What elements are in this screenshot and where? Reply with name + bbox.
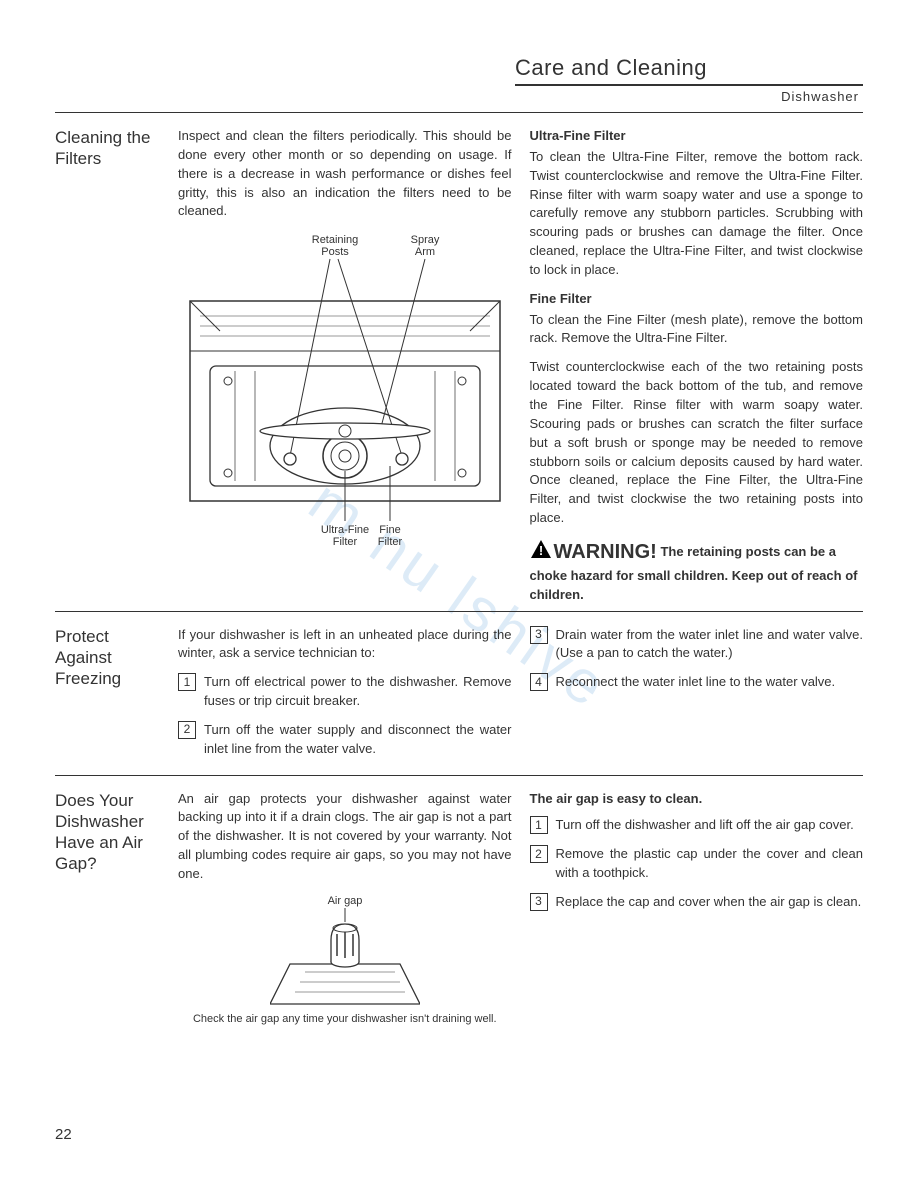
step-text: Replace the cap and cover when the air g… [556,893,864,912]
airgap-diagram: Air gap Check the air gap any [178,894,512,1026]
section-freezing: Protect Against Freezing If your dishwas… [55,626,863,769]
column-right: 3 Drain water from the water inlet line … [530,626,864,769]
step-text: Turn off the dishwasher and lift off the… [556,816,864,835]
step-number: 3 [530,626,548,644]
divider [55,775,863,776]
ultra-fine-text: To clean the Ultra-Fine Filter, remove t… [530,148,864,280]
step-number: 2 [530,845,548,863]
warning-icon: ! [530,539,552,565]
svg-text:Arm: Arm [415,246,435,258]
divider [55,611,863,612]
step-number: 1 [530,816,548,834]
ultra-fine-heading: Ultra-Fine Filter [530,127,864,146]
page-header: Care and Cleaning Dishwasher [515,55,863,104]
column-left: Inspect and clean the filters periodical… [178,127,512,605]
step-2: 2 Turn off the water supply and disconne… [178,721,512,759]
page-subtitle: Dishwasher [515,89,863,104]
svg-text:Ultra-Fine: Ultra-Fine [321,524,369,536]
svg-text:Fine: Fine [379,524,400,536]
svg-text:Filter: Filter [333,536,358,548]
intro-text: An air gap protects your dishwasher agai… [178,790,512,884]
step-number: 2 [178,721,196,739]
intro-text: If your dishwasher is left in an unheate… [178,626,512,664]
step-1: 1 Turn off the dishwasher and lift off t… [530,816,864,835]
filter-diagram: Retaining Posts Spray Arm [178,231,512,551]
step-3: 3 Replace the cap and cover when the air… [530,893,864,912]
section-title: Cleaning the Filters [55,127,160,605]
step-4: 4 Reconnect the water inlet line to the … [530,673,864,692]
fine-text-1: To clean the Fine Filter (mesh plate), r… [530,311,864,349]
section-cleaning-filters: Cleaning the Filters Inspect and clean t… [55,127,863,605]
column-right: Ultra-Fine Filter To clean the Ultra-Fin… [530,127,864,605]
airgap-caption: Check the air gap any time your dishwash… [178,1013,512,1026]
svg-text:Air gap: Air gap [327,895,362,907]
step-text: Drain water from the water inlet line an… [556,626,864,664]
step-number: 3 [530,893,548,911]
fine-heading: Fine Filter [530,290,864,309]
svg-text:Filter: Filter [378,536,403,548]
airgap-subhead: The air gap is easy to clean. [530,790,864,809]
divider [55,112,863,113]
page-number: 22 [55,1126,72,1143]
column-left: If your dishwasher is left in an unheate… [178,626,512,769]
section-air-gap: Does Your Dishwasher Have an Air Gap? An… [55,790,863,1032]
step-number: 4 [530,673,548,691]
step-text: Turn off the water supply and disconnect… [204,721,512,759]
step-text: Reconnect the water inlet line to the wa… [556,673,864,692]
step-2: 2 Remove the plastic cap under the cover… [530,845,864,883]
column-right: The air gap is easy to clean. 1 Turn off… [530,790,864,1032]
svg-text:!: ! [538,543,542,558]
step-3: 3 Drain water from the water inlet line … [530,626,864,664]
fine-text-2: Twist counterclockwise each of the two r… [530,358,864,528]
svg-text:Spray: Spray [410,234,439,246]
page-title: Care and Cleaning [515,55,863,86]
section-title: Protect Against Freezing [55,626,160,769]
warning-block: ! WARNING! The retaining posts can be a … [530,538,864,605]
svg-text:Posts: Posts [321,246,349,258]
step-text: Turn off electrical power to the dishwas… [204,673,512,711]
step-number: 1 [178,673,196,691]
step-1: 1 Turn off electrical power to the dishw… [178,673,512,711]
column-left: An air gap protects your dishwasher agai… [178,790,512,1032]
intro-text: Inspect and clean the filters periodical… [178,127,512,221]
section-title: Does Your Dishwasher Have an Air Gap? [55,790,160,1032]
warning-title: WARNING! [554,541,657,563]
svg-text:Retaining: Retaining [312,234,358,246]
step-text: Remove the plastic cap under the cover a… [556,845,864,883]
